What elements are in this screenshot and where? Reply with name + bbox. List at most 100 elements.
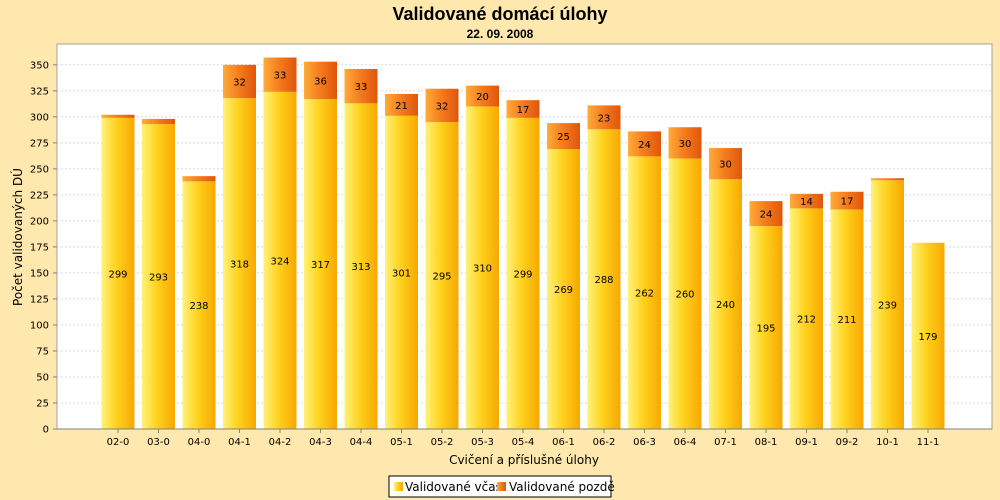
y-tick-label: 325 bbox=[30, 86, 49, 97]
y-tick-label: 275 bbox=[30, 138, 49, 149]
bar-on-time bbox=[223, 98, 256, 430]
bar-on-time bbox=[749, 226, 783, 429]
y-tick-label: 25 bbox=[36, 398, 49, 409]
data-label-on-time: 310 bbox=[473, 264, 492, 275]
bar-late bbox=[101, 114, 135, 118]
legend-label-on-time: Validované včas bbox=[405, 480, 502, 494]
bar-late bbox=[385, 93, 418, 116]
chart-subtitle: 22. 09. 2008 bbox=[467, 27, 534, 41]
data-label-on-time: 324 bbox=[270, 256, 289, 267]
data-label-on-time: 240 bbox=[716, 300, 735, 311]
y-tick-label: 350 bbox=[30, 60, 49, 71]
x-tick-label: 03-0 bbox=[147, 437, 170, 448]
data-label-on-time: 299 bbox=[108, 269, 127, 280]
y-tick-label: 125 bbox=[30, 294, 49, 305]
x-tick-label: 07-1 bbox=[714, 437, 737, 448]
data-label-late: 30 bbox=[679, 139, 692, 150]
bar-late bbox=[790, 193, 823, 209]
data-label-late: 25 bbox=[557, 132, 570, 143]
x-tick-label: 04-1 bbox=[228, 437, 251, 448]
x-tick-label: 05-1 bbox=[390, 437, 413, 448]
y-axis-label: Počet validovaných DÚ bbox=[10, 168, 25, 306]
y-axis-ticks: 0 25 50 75 100 125 150 175 200 225 250 275 300 325 350 bbox=[30, 60, 57, 436]
data-label-on-time: 211 bbox=[837, 315, 856, 326]
bar-late bbox=[506, 100, 540, 118]
data-labels: 299 293 238 318 32 324 33 317 36 313 33 301 21 295 32 3… bbox=[108, 71, 937, 343]
data-label-on-time: 318 bbox=[230, 260, 249, 271]
data-label-on-time: 313 bbox=[351, 262, 370, 273]
bar-on-time bbox=[101, 117, 135, 429]
bar-late bbox=[871, 178, 904, 181]
bar-on-time bbox=[142, 124, 175, 430]
bar-on-time bbox=[466, 106, 499, 429]
data-label-late: 21 bbox=[395, 101, 408, 112]
data-label-late: 30 bbox=[719, 160, 732, 171]
x-tick-label: 06-3 bbox=[633, 437, 656, 448]
data-label-late: 33 bbox=[355, 82, 368, 93]
data-label-on-time: 262 bbox=[635, 289, 654, 300]
bar-on-time bbox=[182, 181, 216, 429]
x-tick-label: 04-4 bbox=[350, 437, 373, 448]
data-label-late: 14 bbox=[800, 197, 813, 208]
bar-late bbox=[344, 68, 378, 104]
bar-on-time bbox=[830, 209, 864, 429]
x-tick-label: 05-3 bbox=[471, 437, 494, 448]
bar-on-time bbox=[668, 158, 702, 429]
data-label-on-time: 288 bbox=[594, 275, 613, 286]
data-label-late: 17 bbox=[517, 105, 530, 116]
x-tick-label: 08-1 bbox=[755, 437, 778, 448]
bar-late bbox=[749, 201, 783, 227]
bar-late bbox=[304, 61, 337, 100]
data-label-on-time: 212 bbox=[797, 315, 816, 326]
bars bbox=[101, 57, 945, 430]
y-tick-label: 150 bbox=[30, 268, 49, 279]
legend-swatch-late bbox=[497, 482, 506, 491]
data-label-late: 23 bbox=[598, 113, 611, 124]
y-tick-label: 0 bbox=[43, 425, 49, 436]
y-tick-label: 300 bbox=[30, 112, 49, 123]
y-tick-label: 225 bbox=[30, 190, 49, 201]
bar-late bbox=[142, 118, 175, 125]
data-label-on-time: 301 bbox=[392, 268, 411, 279]
bar-late bbox=[709, 148, 742, 180]
legend-label-late: Validované pozdě bbox=[509, 480, 615, 494]
x-tick-label: 09-2 bbox=[836, 437, 859, 448]
data-label-on-time: 299 bbox=[513, 269, 532, 280]
x-tick-label: 06-1 bbox=[552, 437, 575, 448]
data-label-late: 24 bbox=[760, 210, 773, 221]
bar-on-time bbox=[587, 129, 621, 429]
bar-late bbox=[587, 105, 621, 130]
data-label-on-time: 238 bbox=[189, 301, 208, 312]
bar-on-time bbox=[344, 103, 378, 429]
bar-late bbox=[628, 131, 661, 157]
data-label-on-time: 295 bbox=[432, 272, 451, 283]
data-label-on-time: 239 bbox=[878, 301, 897, 312]
x-tick-label: 06-4 bbox=[674, 437, 697, 448]
data-label-late: 17 bbox=[841, 197, 854, 208]
data-label-on-time: 293 bbox=[149, 273, 168, 284]
data-label-on-time: 195 bbox=[756, 324, 775, 335]
bar-late bbox=[182, 176, 216, 182]
x-tick-label: 04-0 bbox=[188, 437, 211, 448]
data-label-late: 33 bbox=[274, 71, 287, 82]
bar-on-time bbox=[506, 117, 540, 429]
x-tick-label: 11-1 bbox=[917, 437, 940, 448]
x-tick-label: 05-4 bbox=[512, 437, 535, 448]
bar-late bbox=[668, 127, 702, 159]
x-axis-label: Cvičení a příslušné úlohy bbox=[449, 453, 599, 467]
x-tick-label: 02-0 bbox=[107, 437, 130, 448]
y-tick-label: 200 bbox=[30, 216, 49, 227]
chart-title: Validované domácí úlohy bbox=[392, 4, 607, 24]
x-tick-label: 04-3 bbox=[309, 437, 332, 448]
x-tick-label: 10-1 bbox=[876, 437, 899, 448]
data-label-late: 20 bbox=[476, 92, 489, 103]
x-tick-label: 05-2 bbox=[431, 437, 454, 448]
data-label-on-time: 260 bbox=[675, 290, 694, 301]
data-label-late: 32 bbox=[436, 101, 449, 112]
data-label-late: 36 bbox=[314, 76, 327, 87]
y-tick-label: 100 bbox=[30, 320, 49, 331]
bar-late bbox=[263, 57, 297, 92]
bar-on-time bbox=[628, 156, 661, 430]
bar-late bbox=[223, 64, 256, 99]
